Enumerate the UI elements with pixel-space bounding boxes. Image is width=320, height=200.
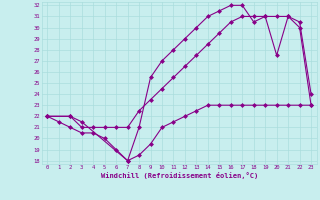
- X-axis label: Windchill (Refroidissement éolien,°C): Windchill (Refroidissement éolien,°C): [100, 172, 258, 179]
